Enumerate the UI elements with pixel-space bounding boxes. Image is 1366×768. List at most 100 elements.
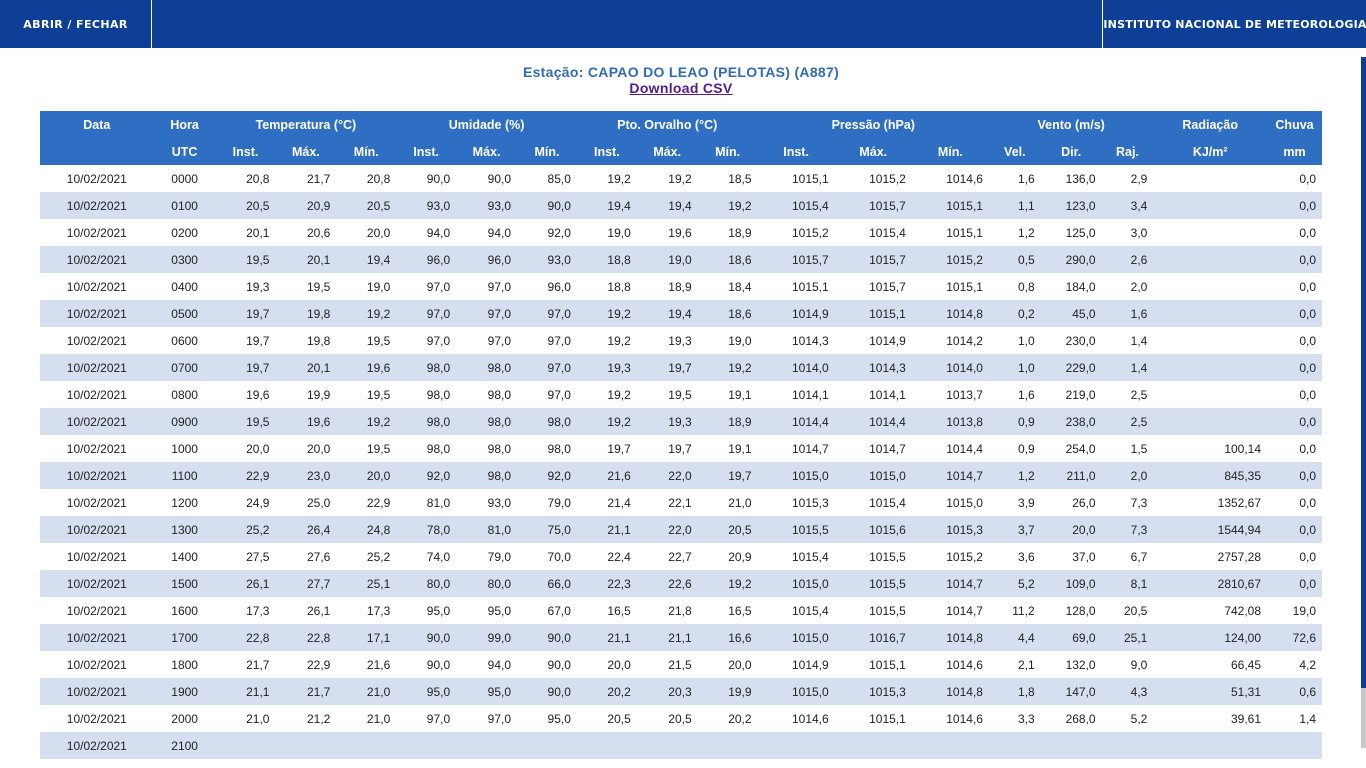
- download-csv-link[interactable]: Download CSV: [629, 80, 733, 96]
- table-cell: 20,1: [275, 246, 337, 273]
- table-cell: 19,9: [697, 678, 758, 705]
- table-cell: 20,6: [306, 225, 331, 240]
- table-cell: 23,0: [275, 462, 337, 489]
- table-cell: 0,8: [1018, 279, 1035, 294]
- table-cell: 96,0: [547, 279, 571, 294]
- table-cell: 1014,7: [791, 441, 829, 456]
- table-cell: 1015,3: [834, 678, 912, 705]
- table-cell: 0,0: [1267, 192, 1322, 219]
- table-cell: 5,2: [1130, 711, 1148, 726]
- table-cell: 19,9: [306, 387, 331, 402]
- table-cell: 184,0: [1065, 279, 1096, 294]
- table-cell: 1,4: [1101, 354, 1154, 381]
- table-cell: 11,2: [1012, 603, 1035, 618]
- table-row: 10/02/2021 1100 22,9 23,0 20,0 92,0 98,0 92,0 21…: [40, 462, 1322, 489]
- table-cell: 1014,4: [757, 408, 835, 435]
- table-cell: 51,31: [1153, 678, 1268, 705]
- table-cell: 67,0: [547, 603, 571, 618]
- table-cell: 66,0: [517, 570, 577, 597]
- table-cell: 98,0: [426, 441, 451, 456]
- table-cell: 0,0: [1267, 300, 1322, 327]
- table-cell: 1015,0: [757, 678, 835, 705]
- table-cell: 19,6: [246, 387, 270, 402]
- table-cell: 78,0: [396, 516, 457, 543]
- scrollbar-track[interactable]: [1361, 688, 1366, 748]
- table-cell: 17,3: [246, 603, 270, 618]
- header-dew-point: Pto. Orvalho (°C): [576, 111, 758, 138]
- table-cell: 90,0: [547, 657, 571, 672]
- menu-toggle-button[interactable]: ABRIR / FECHAR: [23, 17, 128, 31]
- table-cell: 123,0: [1040, 192, 1102, 219]
- table-cell: 1016,7: [834, 624, 912, 651]
- table-cell: 10/02/2021: [40, 570, 154, 597]
- table-cell: 1015,1: [911, 192, 989, 219]
- table-cell: 80,0: [456, 570, 518, 597]
- table-cell: 19,8: [306, 333, 331, 348]
- table-cell: 1014,6: [791, 711, 829, 726]
- scrollbar-thumb[interactable]: [1361, 57, 1366, 688]
- table-cell: 20,8: [246, 171, 270, 186]
- table-cell: 19,3: [668, 333, 692, 348]
- table-cell: 1015,4: [757, 192, 835, 219]
- table-cell: 10/02/2021: [66, 333, 127, 348]
- table-cell: 19,5: [366, 387, 391, 402]
- table-cell: 1015,2: [869, 171, 906, 186]
- table-cell: 0100: [153, 192, 216, 219]
- table-cell: 5,2: [988, 570, 1041, 597]
- table-cell: 1014,3: [791, 333, 829, 348]
- table-cell: 19,5: [366, 333, 391, 348]
- table-cell: 97,0: [487, 279, 512, 294]
- table-cell: 10/02/2021: [66, 657, 127, 672]
- table-cell: 21,1: [636, 624, 698, 651]
- table-cell: 254,0: [1065, 441, 1096, 456]
- table-cell: 1015,5: [757, 516, 835, 543]
- table-cell: 25,1: [1101, 624, 1154, 651]
- table-cell: 19,2: [576, 300, 637, 327]
- table-cell: 0500: [153, 300, 216, 327]
- table-cell: 20,1: [246, 225, 270, 240]
- table-cell: 98,0: [487, 441, 512, 456]
- table-cell: 10/02/2021: [66, 549, 127, 564]
- table-cell: 18,6: [697, 246, 758, 273]
- table-row: 10/02/2021 1500 26,1 27,7 25,1 80,0 80,0 66,0 22…: [40, 570, 1322, 597]
- table-cell: 1900: [153, 678, 216, 705]
- table-cell: 147,0: [1040, 678, 1102, 705]
- table-cell: 97,0: [426, 333, 451, 348]
- table-cell: 0800: [171, 387, 198, 402]
- table-cell: 3,9: [1018, 495, 1035, 510]
- table-cell: 1015,4: [791, 603, 829, 618]
- table-cell: [1153, 381, 1267, 408]
- table-cell: 19,0: [728, 333, 752, 348]
- table-cell: 3,0: [1130, 225, 1148, 240]
- table-cell: 20,5: [697, 516, 758, 543]
- table-cell: 1015,0: [946, 495, 983, 510]
- table-cell: 19,5: [366, 441, 391, 456]
- table-cell: 37,0: [1072, 549, 1096, 564]
- table-cell: 0,0: [1267, 462, 1322, 489]
- table-cell: 97,0: [547, 333, 571, 348]
- table-cell: 3,4: [1101, 192, 1154, 219]
- table-cell: 10/02/2021: [66, 225, 127, 240]
- table-cell: 21,7: [306, 171, 331, 186]
- table-body: 10/02/2021 0000 20,8 21,7 20,8 90,0 90,0 85,0 19…: [40, 165, 1322, 759]
- table-cell: 1015,1: [946, 225, 983, 240]
- table-cell: 18,6: [697, 300, 758, 327]
- table-cell: 16,5: [607, 603, 631, 618]
- table-cell: 1014,9: [869, 333, 906, 348]
- table-cell: 80,0: [396, 570, 457, 597]
- table-row: 10/02/2021 2100: [40, 732, 1322, 759]
- table-cell: 27,6: [306, 549, 331, 564]
- table-cell: 20,0: [246, 441, 270, 456]
- table-cell: 1,5: [1130, 441, 1148, 456]
- table-cell: 0,0: [1299, 387, 1316, 402]
- table-cell: 95,0: [396, 678, 457, 705]
- table-cell: 17,3: [366, 603, 391, 618]
- header-humidity: Umidade (%): [396, 111, 577, 138]
- table-cell: 39,61: [1231, 711, 1262, 726]
- table-cell: [396, 732, 457, 759]
- table-cell: 3,3: [1018, 711, 1035, 726]
- table-cell: 19,5: [215, 246, 276, 273]
- table-row: 10/02/2021 0200 20,1 20,6 20,0 94,0 94,0 92,0 19…: [40, 219, 1322, 246]
- table-cell: 2757,28: [1217, 549, 1262, 564]
- table-cell: 1544,94: [1153, 516, 1268, 543]
